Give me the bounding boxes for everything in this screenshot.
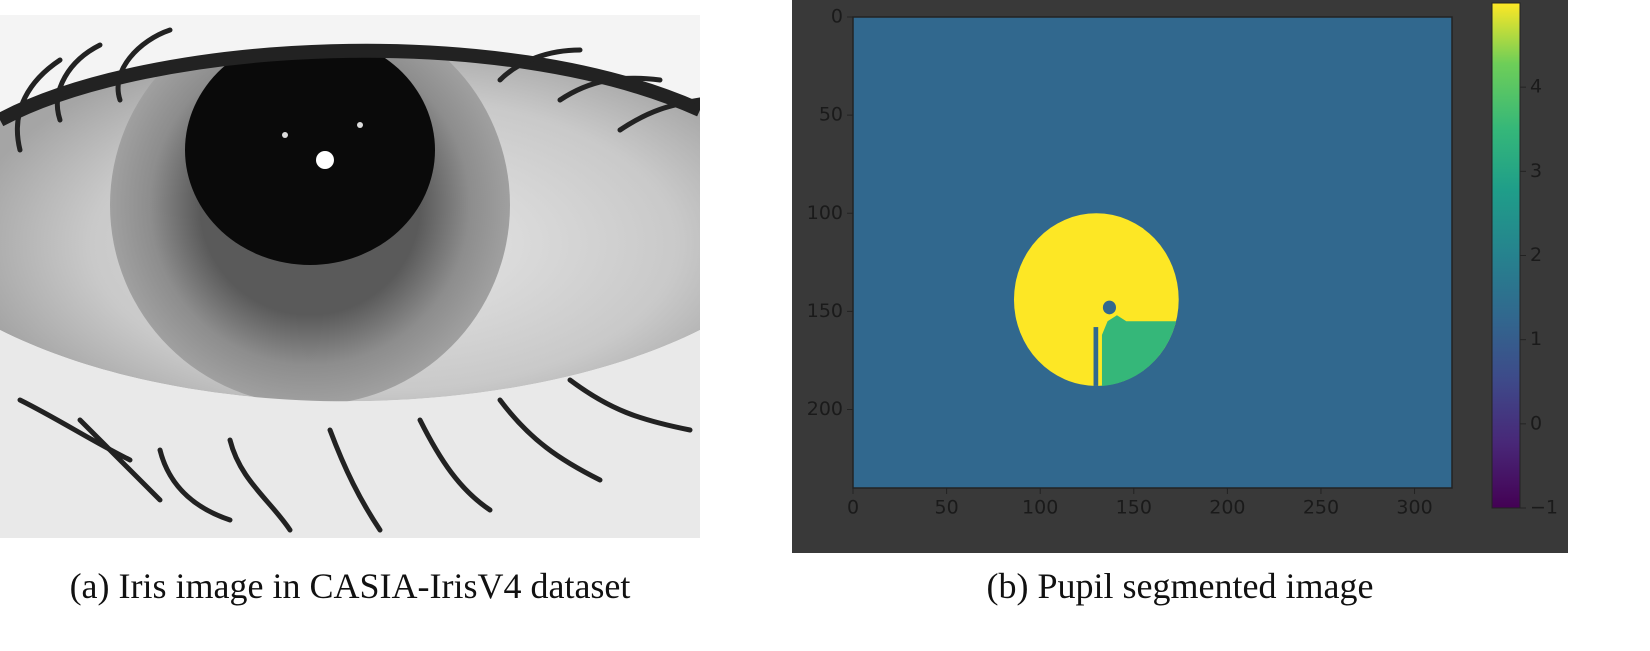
background-region [1102, 300, 1116, 315]
x-tick-label: 300 [1396, 497, 1432, 519]
colorbar [1491, 2, 1521, 509]
colorbar-tick-label: 3 [1530, 160, 1542, 182]
colorbar-tick-label: 1 [1530, 328, 1542, 350]
plot-frame [852, 16, 1453, 489]
x-tick-label: 200 [1209, 497, 1245, 519]
y-tick-label: 100 [807, 202, 843, 224]
caption: (b) Pupil segmented image [987, 566, 1374, 606]
y-tick-label: 0 [831, 6, 843, 28]
y-tick-label: 150 [807, 300, 843, 322]
x-tick-label: 250 [1303, 497, 1339, 519]
x-tick-label: 50 [935, 497, 959, 519]
caption: (a) Iris image in CASIA-IrisV4 dataset [70, 566, 631, 606]
secondary-region [1101, 315, 1177, 386]
background-region [1093, 327, 1099, 386]
x-tick-label: 100 [1022, 497, 1058, 519]
x-tick-label: 150 [1116, 497, 1152, 519]
colorbar-tick-label: 4 [1530, 76, 1542, 98]
image-area [853, 17, 1452, 489]
heatmap: 0 50 100 150 200 250 300 0 50 100 150 200 −1 0 1 2 3 4 [807, 6, 1558, 519]
eye-image [0, 15, 700, 538]
colorbar-tick-label: −1 [1530, 497, 1558, 519]
y-tick-label: 200 [807, 398, 843, 420]
y-tick-label: 50 [819, 104, 843, 126]
colorbar-tick-label: 2 [1530, 244, 1542, 266]
colorbar-tick-label: 0 [1530, 412, 1542, 434]
x-tick-label: 0 [847, 497, 859, 519]
